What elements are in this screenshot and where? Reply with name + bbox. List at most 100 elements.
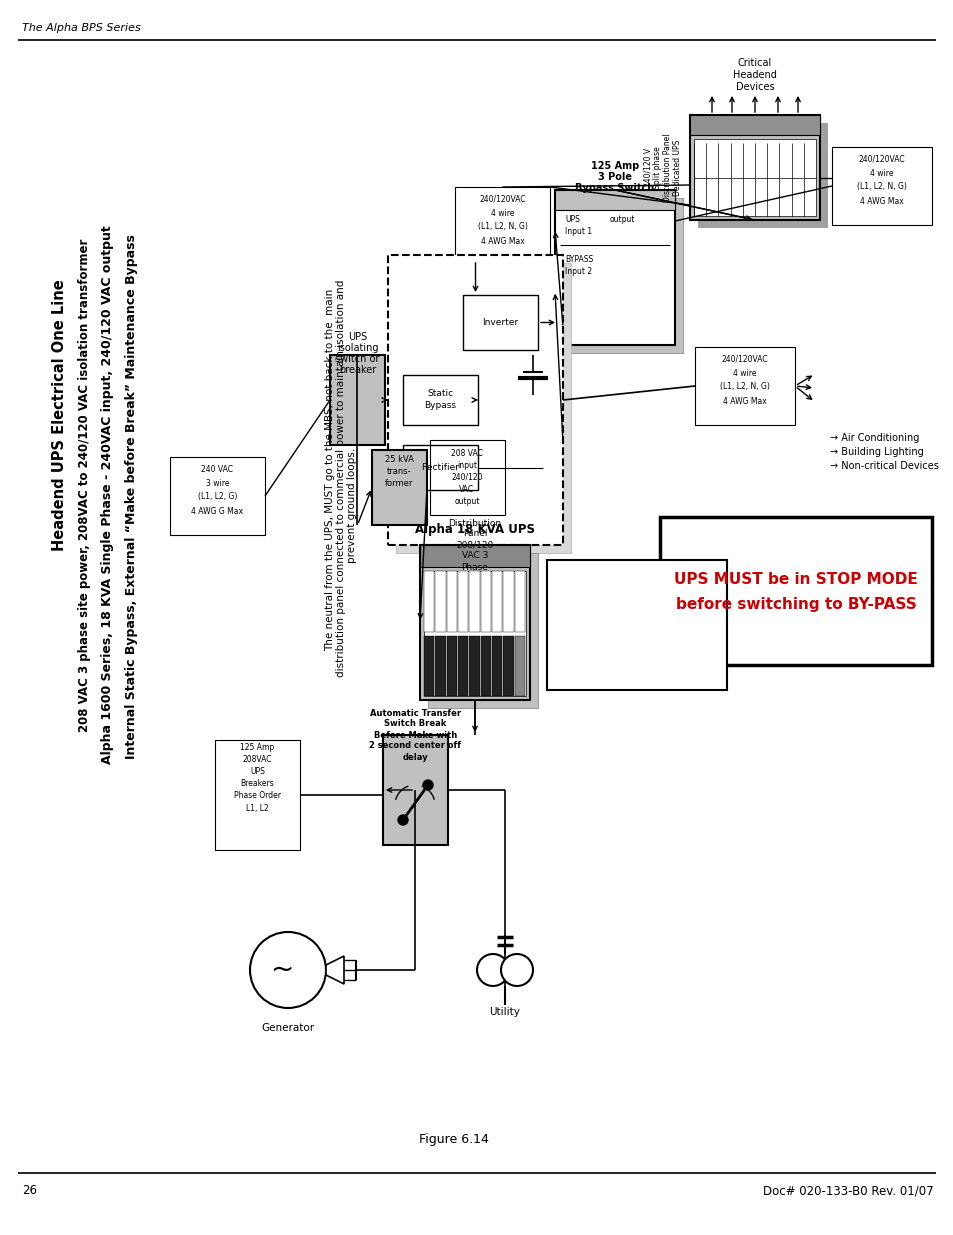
Text: 4 AWG G Max: 4 AWG G Max xyxy=(192,506,243,515)
Text: Doc# 020-133-B0 Rev. 01/07: Doc# 020-133-B0 Rev. 01/07 xyxy=(762,1184,933,1198)
Text: ~: ~ xyxy=(271,956,294,984)
Text: 240/120VAC: 240/120VAC xyxy=(478,194,525,204)
Bar xyxy=(462,295,537,350)
Bar xyxy=(659,517,931,664)
Bar xyxy=(428,553,537,708)
Text: Rectifier: Rectifier xyxy=(421,463,459,472)
Bar xyxy=(514,571,524,631)
Text: prevent ground loops.: prevent ground loops. xyxy=(347,447,356,563)
Circle shape xyxy=(397,815,408,825)
Text: UPS: UPS xyxy=(564,215,579,225)
Circle shape xyxy=(250,932,326,1008)
Text: 240/120: 240/120 xyxy=(451,473,482,482)
Text: BYPASS: BYPASS xyxy=(564,256,593,264)
Circle shape xyxy=(476,953,509,986)
Text: breaker: breaker xyxy=(338,366,375,375)
Polygon shape xyxy=(326,956,344,984)
Text: VAC: VAC xyxy=(459,484,474,494)
Bar xyxy=(689,115,820,220)
Bar xyxy=(698,124,827,228)
Text: isolating: isolating xyxy=(336,343,377,353)
Bar xyxy=(555,190,675,345)
Text: before switching to BY-PASS: before switching to BY-PASS xyxy=(675,598,916,613)
Bar xyxy=(395,263,571,553)
Bar xyxy=(469,636,479,697)
Bar xyxy=(372,450,427,525)
Bar xyxy=(423,571,525,697)
Text: Alpha 1600 Series, 18 KVA Single Phase - 240VAC input, 240/120 VAC output: Alpha 1600 Series, 18 KVA Single Phase -… xyxy=(101,226,114,764)
Text: generating equipment,: generating equipment, xyxy=(580,587,693,597)
Circle shape xyxy=(500,953,533,986)
Text: Utility: Utility xyxy=(489,1007,520,1016)
Text: Bypass Switch: Bypass Switch xyxy=(575,183,654,193)
Text: UPS MUST be in STOP MODE: UPS MUST be in STOP MODE xyxy=(674,572,917,587)
Text: 4 wire: 4 wire xyxy=(733,368,756,378)
Text: Alpha 18 KVA UPS: Alpha 18 KVA UPS xyxy=(416,522,535,536)
Bar xyxy=(423,571,434,631)
Text: → Air Conditioning: → Air Conditioning xyxy=(829,433,919,443)
Bar xyxy=(831,147,931,225)
Text: 4 AWG Max: 4 AWG Max xyxy=(860,196,902,205)
Bar xyxy=(503,571,513,631)
Text: 240/120VAC: 240/120VAC xyxy=(720,354,767,363)
Text: 208 VAC 3 phase site power, 208VAC to 240/120 VAC isolation transformer: 208 VAC 3 phase site power, 208VAC to 24… xyxy=(78,238,91,731)
Bar xyxy=(562,198,682,353)
Bar xyxy=(514,636,524,697)
Bar xyxy=(446,571,456,631)
Text: (L1, L2, N, G): (L1, L2, N, G) xyxy=(477,222,527,231)
Text: Breakers: Breakers xyxy=(240,779,274,788)
Text: delay: delay xyxy=(402,752,428,762)
Text: on the UPS: on the UPS xyxy=(610,615,663,625)
Text: The Alpha BPS Series: The Alpha BPS Series xyxy=(22,23,141,33)
Bar xyxy=(693,140,815,216)
Circle shape xyxy=(422,781,433,790)
Bar xyxy=(446,636,456,697)
Text: input: input xyxy=(456,461,476,469)
Text: Phase: Phase xyxy=(461,562,488,572)
Text: former: former xyxy=(385,479,414,489)
Bar xyxy=(480,571,491,631)
Bar xyxy=(388,254,562,545)
Text: Critical: Critical xyxy=(737,58,771,68)
Text: 26: 26 xyxy=(22,1184,37,1198)
Bar xyxy=(695,347,794,425)
Text: 208/120: 208/120 xyxy=(456,541,493,550)
Bar xyxy=(555,190,675,210)
Bar xyxy=(457,636,468,697)
Text: output: output xyxy=(454,496,479,505)
Text: (L1, L2, N, G): (L1, L2, N, G) xyxy=(856,183,906,191)
Text: 240 VAC: 240 VAC xyxy=(201,464,233,473)
Text: 208VAC: 208VAC xyxy=(242,756,272,764)
Text: Distribution Panel: Distribution Panel xyxy=(662,133,672,201)
Text: Internal Static Bypass, External “Make before Break” Maintenance Bypass: Internal Static Bypass, External “Make b… xyxy=(126,235,138,760)
Text: UPS: UPS xyxy=(250,767,265,777)
Text: Do not place transient: Do not place transient xyxy=(581,573,691,583)
Text: → Building Lighting: → Building Lighting xyxy=(829,447,923,457)
Text: Input 1: Input 1 xyxy=(564,227,592,236)
Text: 3 Pole: 3 Pole xyxy=(598,172,631,182)
Text: UPS: UPS xyxy=(348,332,367,342)
Text: 208 VAC: 208 VAC xyxy=(451,448,482,457)
Text: 125 Amp: 125 Amp xyxy=(590,161,639,170)
Text: (L1, L2, G): (L1, L2, G) xyxy=(197,493,237,501)
Bar xyxy=(419,545,530,567)
Bar xyxy=(689,115,820,135)
Text: VAC 3: VAC 3 xyxy=(461,552,488,561)
Text: 3 wire: 3 wire xyxy=(206,478,229,488)
Bar xyxy=(382,735,448,845)
Text: switch or: switch or xyxy=(335,354,379,364)
Bar xyxy=(469,571,479,631)
Text: 25 kVA: 25 kVA xyxy=(385,456,414,464)
Text: 4 wire: 4 wire xyxy=(869,168,893,178)
Text: Bypass: Bypass xyxy=(424,401,456,410)
Text: Before Make with: Before Make with xyxy=(374,730,456,740)
Bar xyxy=(402,445,477,490)
Bar xyxy=(430,440,504,515)
Bar xyxy=(480,636,491,697)
Text: 4 AWG Max: 4 AWG Max xyxy=(722,396,766,405)
Bar xyxy=(423,636,434,697)
Bar xyxy=(214,740,299,850)
Text: 240/120 V: 240/120 V xyxy=(643,148,652,186)
Text: Split phase: Split phase xyxy=(653,146,661,189)
Bar xyxy=(492,571,502,631)
